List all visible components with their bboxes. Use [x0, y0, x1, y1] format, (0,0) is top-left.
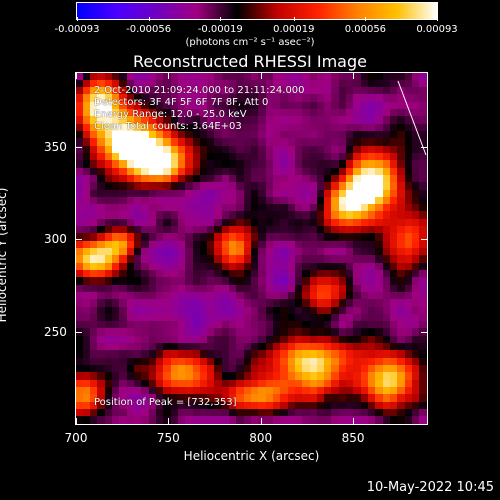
y-tick-mark — [421, 146, 427, 148]
colorbar-gradient — [77, 3, 437, 19]
x-tick-mark — [260, 418, 262, 424]
x-tick-mark — [353, 418, 355, 424]
y-tick-mark — [421, 239, 427, 241]
x-tick-mark — [168, 73, 170, 79]
timestamp: 10-May-2022 10:45 — [366, 480, 494, 495]
y-tick-mark — [76, 239, 82, 241]
colorbar-tick-mark — [437, 17, 438, 21]
x-tick-mark — [353, 73, 355, 79]
y-tick-mark — [76, 331, 82, 333]
colorbar-tick-label: 0.00019 — [273, 24, 315, 35]
colorbar-tick-mark — [293, 17, 295, 21]
detectors-label: Detectors: 3F 4F 5F 6F 7F 8F, Att 0 — [94, 97, 269, 108]
x-tick-mark — [168, 418, 170, 424]
x-tick-mark — [76, 73, 77, 79]
chart-title: Reconstructed RHESSI Image — [133, 52, 367, 71]
energy-range-label: Energy Range: 12.0 - 25.0 keV — [94, 109, 247, 120]
colorbar-tick-label: -0.00019 — [197, 24, 243, 35]
time-range-label: 2-Oct-2010 21:09:24.000 to 21:11:24.000 — [94, 85, 305, 96]
x-tick-label: 850 — [341, 431, 365, 445]
x-tick-mark — [260, 73, 262, 79]
x-tick-label: 800 — [249, 431, 273, 445]
y-tick-label: 350 — [44, 139, 67, 154]
clean-total-counts-label: Clean Total counts: 3.64E+03 — [94, 121, 242, 132]
peak-position-label: Position of Peak = [732,353] — [94, 397, 237, 408]
y-tick-label: 300 — [44, 232, 67, 247]
colorbar-tick-mark — [220, 17, 222, 21]
x-tick-mark — [76, 418, 77, 424]
colorbar-tick-mark — [148, 17, 150, 21]
colorbar-units: (photons cm⁻² s⁻¹ asec⁻²) — [185, 37, 315, 48]
heatmap-image — [76, 73, 427, 424]
limb-line — [397, 80, 427, 156]
x-axis-label: Heliocentric X (arcsec) — [183, 449, 320, 463]
plot-area: 2-Oct-2010 21:09:24.000 to 21:11:24.000 … — [75, 72, 428, 425]
colorbar-tick-mark — [77, 17, 78, 21]
y-tick-mark — [421, 331, 427, 333]
colorbar-tick-label: -0.00093 — [54, 24, 100, 35]
colorbar-tick-mark — [365, 17, 367, 21]
y-axis-label-text: Heliocentric Y (arcsec) — [0, 187, 9, 323]
y-tick-label: 250 — [44, 324, 67, 339]
x-tick-label: 750 — [156, 431, 180, 445]
colorbar — [76, 2, 438, 20]
y-tick-mark — [76, 146, 82, 148]
colorbar-tick-label: 0.00093 — [416, 24, 458, 35]
x-tick-label: 700 — [64, 431, 88, 445]
colorbar-tick-label: -0.00056 — [126, 24, 172, 35]
colorbar-tick-label: 0.00056 — [344, 24, 387, 35]
